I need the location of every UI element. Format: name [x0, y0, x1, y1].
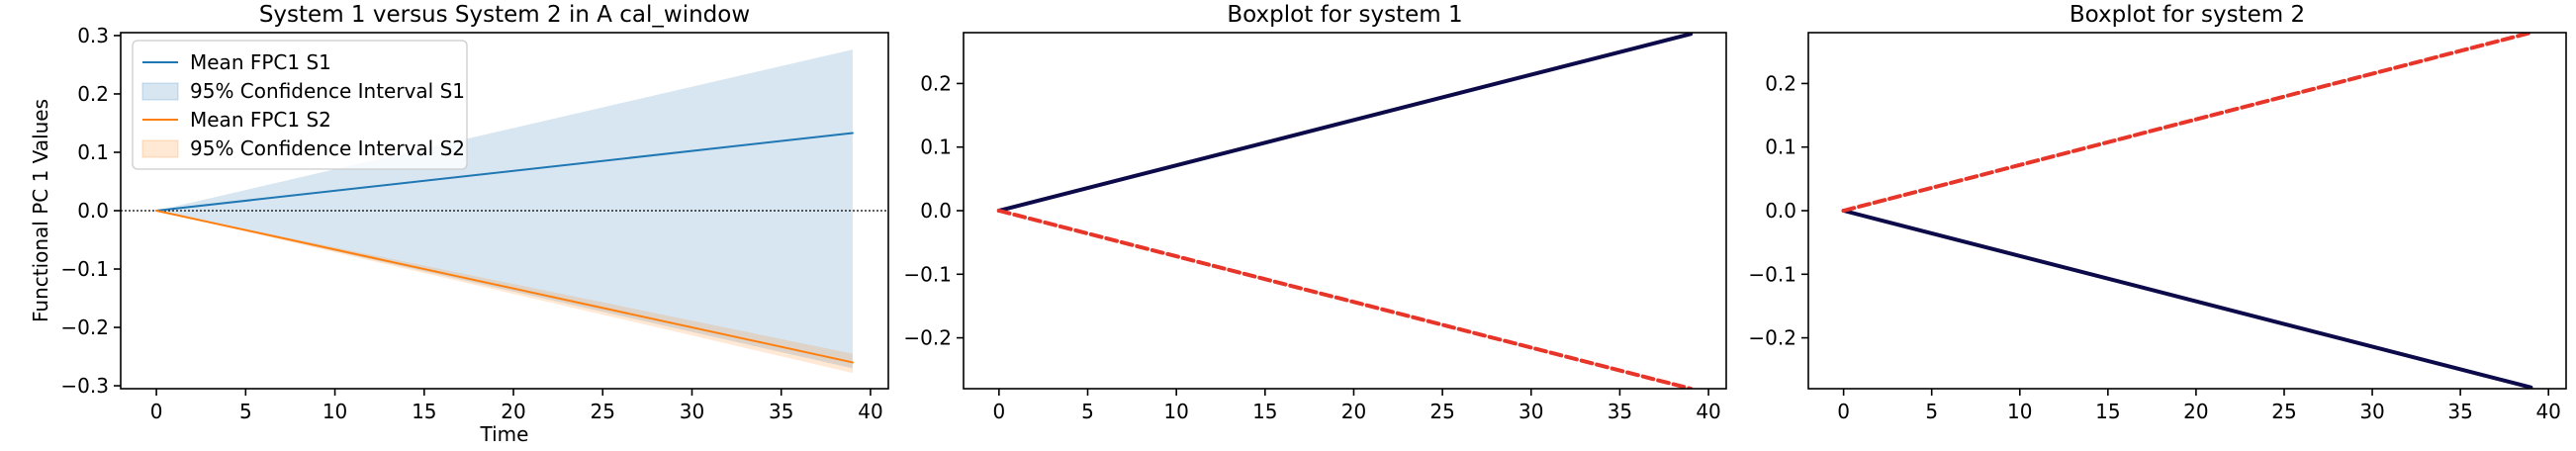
x-tick-label: 35 — [2447, 400, 2472, 423]
plot-area — [121, 49, 888, 374]
x-tick-label: 20 — [2183, 400, 2208, 423]
y-tick-label: 0.2 — [1765, 71, 1796, 95]
y-tick-label: −0.2 — [60, 316, 109, 339]
y-tick-label: 0.0 — [920, 199, 952, 223]
x-tick-label: 35 — [1608, 400, 1632, 423]
y-axis-label: Functional PC 1 Values — [29, 99, 52, 322]
x-tick-label: 15 — [1252, 400, 1277, 423]
x-tick-label: 10 — [2007, 400, 2032, 423]
series-line-2 — [1841, 33, 2533, 213]
legend: Mean FPC1 S1 95% Confidence Interval S1 Me… — [132, 40, 468, 170]
x-tick-label: 10 — [322, 400, 347, 423]
series-line-1 — [996, 33, 1694, 213]
y-tick-label: 0.0 — [77, 199, 109, 223]
y-tick-label: −0.1 — [60, 257, 109, 281]
x-tick-label: 15 — [412, 400, 436, 423]
confidence-band-2 — [156, 49, 853, 369]
legend-label: 95% Confidence Interval S2 — [190, 136, 465, 160]
legend-swatch — [141, 82, 179, 101]
series-line-2 — [996, 209, 1694, 389]
x-tick-label: 25 — [591, 400, 615, 423]
series-line-1 — [1841, 209, 2533, 389]
x-tick-label: 5 — [1925, 400, 1938, 423]
y-tick-label: 0.2 — [77, 82, 109, 106]
series-line-3 — [155, 210, 854, 364]
x-tick-label: 40 — [858, 400, 882, 423]
x-tick-label: 15 — [2095, 400, 2120, 423]
x-tick-label: 5 — [239, 400, 252, 423]
y-tick-label: 0.1 — [77, 140, 109, 164]
y-tick-label: 0.1 — [1765, 135, 1796, 159]
y-tick-label: −0.2 — [903, 326, 952, 350]
x-axis-label: Time — [480, 422, 529, 446]
series-line-1 — [155, 132, 854, 212]
legend-label: 95% Confidence Interval S1 — [190, 79, 465, 103]
x-tick-label: 20 — [501, 400, 525, 423]
x-tick-label: 10 — [1163, 400, 1188, 423]
x-tick-label: 0 — [992, 400, 1005, 423]
x-tick-label: 30 — [1518, 400, 1543, 423]
legend-box — [132, 40, 468, 170]
y-tick-label: 0.2 — [920, 71, 952, 95]
y-tick-label: 0.1 — [920, 135, 952, 159]
chart-title: Boxplot for system 1 — [1227, 2, 1462, 28]
x-tick-label: 5 — [1081, 400, 1094, 423]
x-tick-label: 35 — [769, 400, 793, 423]
chart-title: Boxplot for system 2 — [2070, 2, 2305, 28]
y-tick-label: −0.2 — [1748, 326, 1796, 350]
chart-1: 0 5 10 15 20 25 30 35 40 −0.3 −0.2 −0.1 0.0 0.1 0.2 0.3… — [29, 2, 889, 446]
confidence-band-4 — [156, 211, 853, 374]
x-tick-label: 0 — [150, 400, 163, 423]
axes-frame — [963, 32, 1727, 390]
plot-area — [1841, 33, 2533, 389]
x-tick-label: 40 — [1696, 400, 1720, 423]
y-tick-label: −0.3 — [60, 374, 109, 398]
chart-3: 0 5 10 15 20 25 30 35 40 −0.2 −0.1 0.0 0.1 0.2 Boxplot… — [1748, 2, 2567, 423]
plot-area — [996, 33, 1694, 389]
x-tick-label: 30 — [2359, 400, 2384, 423]
y-tick-label: −0.1 — [1748, 262, 1796, 286]
chart-title: System 1 versus System 2 in A cal_window — [259, 2, 750, 28]
x-tick-label: 0 — [1837, 400, 1850, 423]
x-tick-label: 25 — [2271, 400, 2296, 423]
chart-2: 0 5 10 15 20 25 30 35 40 −0.2 −0.1 0.0 0.1 0.2 Boxplot… — [903, 2, 1727, 423]
x-tick-label: 30 — [680, 400, 704, 423]
y-tick-label: 0.3 — [77, 24, 109, 47]
y-tick-label: 0.0 — [1765, 199, 1796, 223]
legend-label: Mean FPC1 S2 — [190, 108, 331, 132]
x-tick-label: 25 — [1429, 400, 1454, 423]
y-tick-label: −0.1 — [903, 262, 952, 286]
x-tick-label: 20 — [1341, 400, 1366, 423]
axes-frame — [1807, 32, 2567, 390]
x-tick-label: 40 — [2535, 400, 2560, 423]
legend-label: Mean FPC1 S1 — [190, 50, 331, 74]
legend-swatch — [141, 139, 179, 158]
